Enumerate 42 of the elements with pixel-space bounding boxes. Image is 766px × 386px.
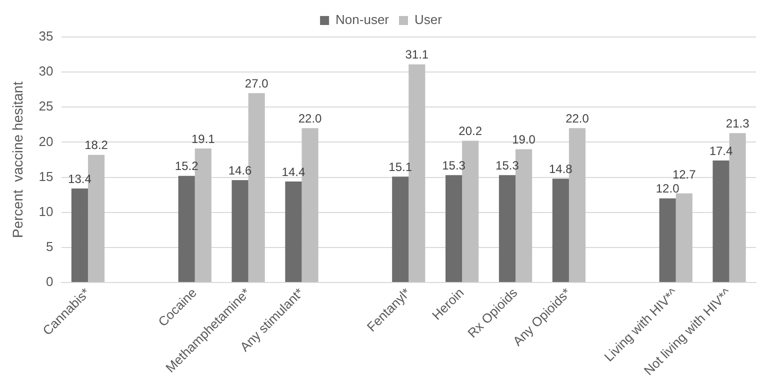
legend-label: User [414,12,443,28]
data-label: 15.3 [496,158,520,172]
data-label: 22.0 [298,111,322,126]
data-label: 12.7 [672,168,696,182]
bar [446,175,462,282]
legend-label: Non-user [336,12,390,28]
y-tick-label: 10 [38,204,54,219]
y-tick-label: 15 [38,168,54,184]
data-label: 15.2 [174,159,199,174]
y-tick-label: 0 [46,274,54,290]
y-tick-label: 5 [46,239,54,254]
bar [712,160,730,282]
data-label: 15.3 [442,158,466,172]
y-tick-label: 30 [38,64,54,79]
data-label: 27.0 [244,76,269,90]
bar [285,181,302,282]
data-label: 12.0 [656,182,680,196]
data-label: 13.4 [68,172,92,186]
bar [552,178,569,282]
data-label: 14.4 [282,164,306,179]
data-label: 22.0 [566,111,590,126]
bar [498,175,516,282]
data-label: 19.1 [191,132,216,146]
bar [676,193,692,282]
data-label: 14.8 [548,162,573,176]
bar [232,180,248,282]
bar [178,176,195,282]
bar [392,176,409,282]
data-label: 17.4 [709,144,733,158]
y-axis-title: Percent vaccine hesitant [9,81,26,238]
data-label: 21.3 [726,116,750,130]
data-label: 20.2 [458,124,482,138]
bar [659,198,676,282]
data-label: 19.0 [512,132,536,147]
data-label: 14.6 [228,163,252,178]
data-label: 15.1 [388,160,412,174]
y-tick-label: 25 [38,98,54,114]
data-label: 18.2 [84,138,108,152]
y-tick-label: 20 [38,134,54,149]
y-tick-label: 35 [38,28,54,44]
data-label: 31.1 [405,48,429,62]
bar [71,188,88,282]
